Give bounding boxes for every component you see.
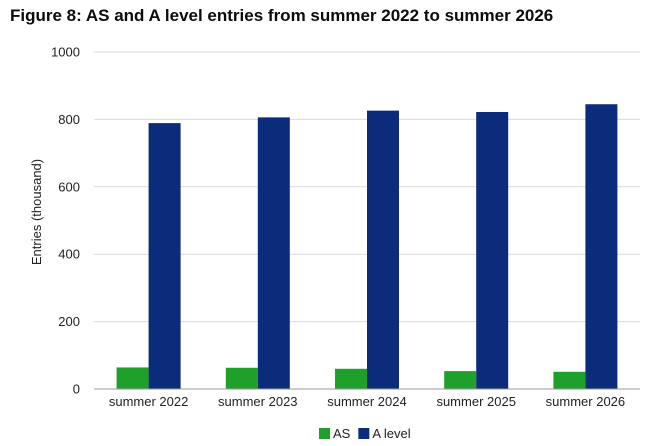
legend: AS A level bbox=[319, 426, 411, 441]
x-tick-label: summer 2026 bbox=[546, 394, 625, 409]
bar-as-summer-2024 bbox=[335, 368, 367, 389]
x-tick-label: summer 2022 bbox=[109, 394, 188, 409]
y-tick-label: 400 bbox=[58, 247, 80, 262]
x-tick-label: summer 2023 bbox=[218, 394, 297, 409]
y-tick-label: 600 bbox=[58, 179, 80, 194]
x-tick-label: summer 2025 bbox=[436, 394, 515, 409]
bar-as-summer-2025 bbox=[444, 371, 477, 389]
x-tick-label: summer 2024 bbox=[327, 394, 406, 409]
bars bbox=[116, 104, 618, 390]
bar-a-level-summer-2024 bbox=[367, 110, 399, 389]
bar-a-level-summer-2026 bbox=[585, 104, 618, 390]
bar-as-summer-2026 bbox=[553, 371, 586, 389]
y-tick-label: 0 bbox=[73, 382, 80, 397]
bar-a-level-summer-2022 bbox=[148, 123, 181, 390]
y-axis-label: Entries (thousand) bbox=[29, 159, 44, 265]
y-tick-label: 800 bbox=[58, 112, 80, 127]
legend-label: A level bbox=[372, 426, 410, 441]
bar-a-level-summer-2025 bbox=[476, 111, 509, 390]
bar-as-summer-2022 bbox=[116, 367, 149, 389]
x-axis-ticks: summer 2022 summer 2023 summer 2024 summer … bbox=[109, 394, 625, 409]
chart-title: Figure 8: AS and A level entries from su… bbox=[10, 6, 554, 25]
bar-as-summer-2023 bbox=[225, 367, 258, 389]
legend-swatch-a-level bbox=[358, 428, 370, 439]
bar-a-level-summer-2023 bbox=[257, 117, 290, 390]
y-axis-ticks: 0 200 400 600 800 1000 bbox=[51, 45, 80, 397]
legend-label: AS bbox=[333, 426, 351, 441]
y-tick-label: 1000 bbox=[51, 45, 80, 60]
y-tick-label: 200 bbox=[58, 314, 80, 329]
legend-swatch-as bbox=[319, 428, 330, 439]
